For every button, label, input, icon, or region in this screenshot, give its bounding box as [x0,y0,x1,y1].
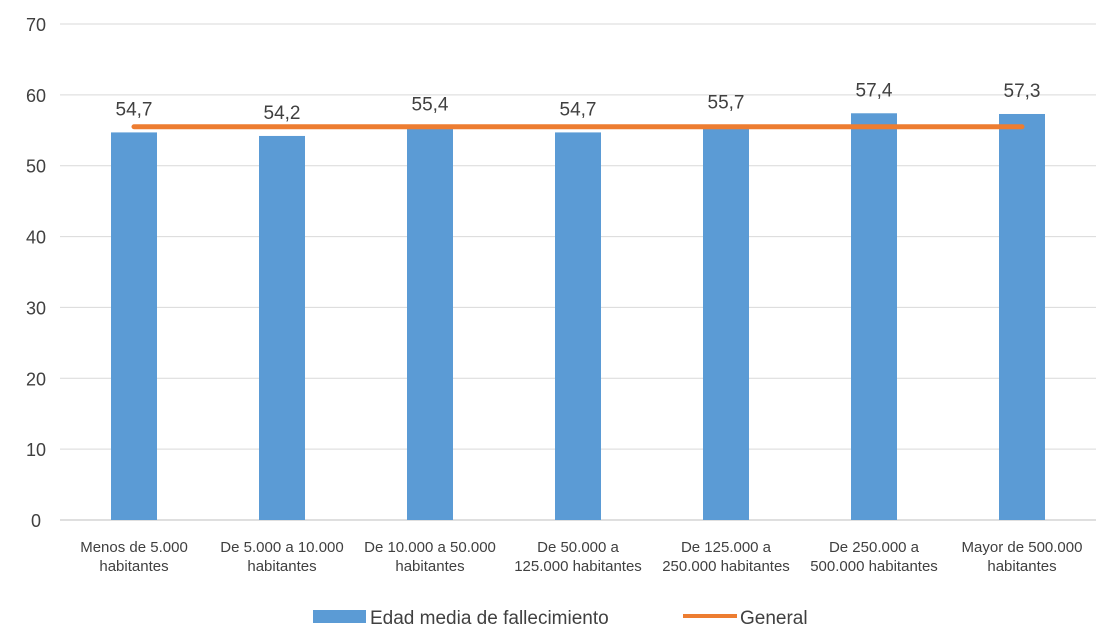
bar [407,127,453,521]
y-tick-label: 60 [26,86,46,106]
bar [555,132,601,520]
bar [259,135,305,520]
y-axis-ticks: 0 10 20 30 40 50 60 70 [26,15,46,531]
y-tick-label: 70 [26,15,46,35]
x-tick-label: habitantes [395,558,464,575]
bar [703,125,749,520]
x-tick-label: habitantes [247,558,316,575]
legend: Edad media de fallecimiento General [313,608,808,627]
data-label: 54,2 [264,103,301,124]
data-label: 55,4 [412,94,449,115]
y-tick-label: 30 [26,298,46,318]
x-tick-label: 500.000 habitantes [810,558,938,575]
x-tick-label: De 125.000 a [681,539,772,556]
bar-series [111,113,1045,521]
x-tick-label: 125.000 habitantes [514,558,642,575]
x-tick-label: De 50.000 a [537,539,619,556]
data-labels: 54,7 54,2 55,4 54,7 55,7 57,4 57,3 [116,80,1041,124]
y-tick-label: 40 [26,228,46,248]
bar [111,132,157,520]
legend-swatch-bar [313,610,366,623]
y-tick-label: 10 [26,440,46,460]
bar [999,113,1045,520]
x-tick-label: De 10.000 a 50.000 [364,539,496,556]
data-label: 54,7 [560,99,597,120]
x-tick-label: 250.000 habitantes [662,558,790,575]
legend-label-bar: Edad media de fallecimiento [370,608,609,627]
bar [851,113,897,520]
data-label: 57,3 [1004,81,1041,102]
y-tick-label: 20 [26,369,46,389]
y-tick-label: 0 [31,511,41,531]
x-axis-labels: Menos de 5.000 habitantes De 5.000 a 10.00… [80,539,1082,575]
data-label: 54,7 [116,99,153,120]
legend-label-line: General [740,608,808,627]
x-tick-label: habitantes [99,558,168,575]
x-tick-label: De 250.000 a [829,539,920,556]
x-tick-label: Mayor de 500.000 [962,539,1083,556]
x-tick-label: De 5.000 a 10.000 [220,539,343,556]
data-label: 55,7 [708,92,745,113]
data-label: 57,4 [856,80,893,101]
y-tick-label: 50 [26,157,46,177]
x-tick-label: Menos de 5.000 [80,539,188,556]
x-tick-label: habitantes [987,558,1056,575]
